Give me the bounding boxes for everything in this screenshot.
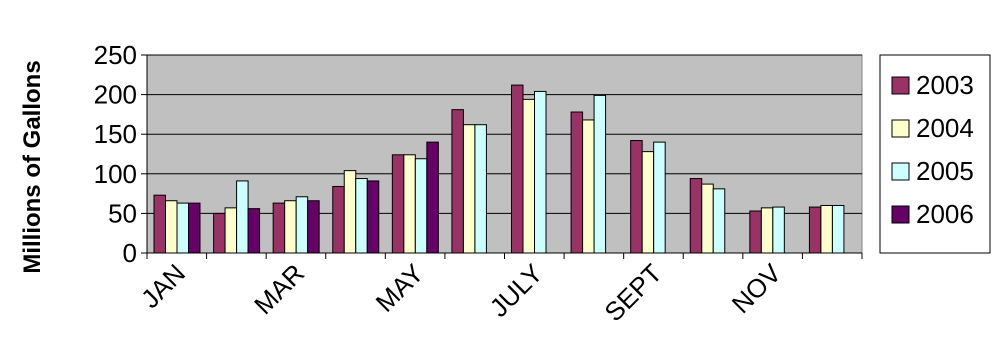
bar-2003-oct [689, 178, 703, 254]
bar-2004-jan [165, 200, 178, 254]
bar-2005-sept [653, 141, 666, 254]
bar-2003-dec [808, 206, 822, 254]
legend-label-2003: 2003 [916, 70, 974, 100]
y-tick-label: 50 [108, 198, 137, 228]
legend-swatch-2003 [891, 76, 910, 95]
bar-2003-nov [749, 210, 762, 254]
bar-2003-aug [570, 111, 584, 254]
bar-2006-may [426, 141, 439, 254]
bar-2006-jan [188, 202, 201, 254]
bar-2005-july [534, 90, 547, 254]
bar-2004-feb [224, 207, 238, 254]
y-tick-label: 200 [94, 80, 137, 110]
bar-2003-apr [332, 185, 345, 254]
bar-2004-jun [462, 124, 476, 254]
axes [141, 54, 863, 259]
bar-2004-aug [582, 119, 595, 254]
bar-2004-oct [701, 183, 714, 254]
y-axis-label: Millions of Gallons [19, 60, 46, 273]
bar-2004-apr [343, 170, 357, 254]
bar-2006-feb [247, 208, 261, 254]
bar-2003-mar [272, 202, 286, 254]
bar-2005-mar [295, 196, 309, 254]
x-tick-label: JULY [484, 258, 549, 323]
bar-2005-apr [355, 178, 368, 254]
legend-label-2005: 2005 [916, 156, 974, 186]
bars [153, 84, 845, 254]
legend-swatch-2006 [891, 205, 910, 224]
y-tick-label: 150 [94, 119, 137, 149]
y-tick-label: 0 [123, 238, 137, 268]
legend-swatch-2004 [891, 119, 910, 138]
legend-swatch-2005 [891, 162, 910, 181]
x-tick-label: JAN [135, 258, 191, 314]
plot-area [146, 54, 863, 254]
y-tick-labels: 0 50 100 150 200 250 [94, 40, 137, 268]
gridlines [147, 54, 862, 214]
y-tick-label: 250 [94, 40, 137, 70]
bar-2004-dec [820, 204, 833, 254]
legend-label-2004: 2004 [916, 113, 974, 143]
x-tick-label: SEPT [598, 258, 667, 327]
bar-2005-oct [712, 188, 726, 254]
bar-2004-nov [760, 207, 774, 254]
bar-2006-apr [366, 180, 380, 254]
bar-2004-may [403, 154, 416, 254]
bar-2005-dec [831, 204, 845, 254]
bar-2003-may [391, 154, 405, 254]
bar-2003-july [511, 84, 524, 254]
legend: 2003 2004 2005 2006 [879, 54, 991, 254]
bar-2005-jan [176, 202, 189, 254]
bar-2005-feb [236, 180, 249, 254]
bar-2003-jun [451, 109, 464, 254]
bar-2005-nov [772, 206, 785, 254]
x-tick-labels: JAN MAR MAY JULY SEPT NOV [135, 258, 787, 328]
bar-2006-mar [307, 200, 320, 254]
bar-2003-sept [630, 140, 643, 254]
bar-2003-jan [153, 194, 166, 254]
bar-2004-sept [641, 151, 655, 254]
x-tick-label: MAY [370, 258, 430, 318]
bar-2005-may [414, 158, 428, 254]
bar-2004-mar [284, 200, 297, 254]
legend-label-2006: 2006 [916, 199, 974, 229]
y-tick-label: 100 [94, 159, 137, 189]
bar-2003-feb [213, 212, 226, 254]
x-tick-label: NOV [726, 258, 788, 320]
bar-2004-july [522, 98, 535, 254]
x-tick-label: MAR [248, 258, 310, 320]
bar-2005-jun [474, 124, 487, 254]
bar-2005-aug [593, 94, 607, 254]
